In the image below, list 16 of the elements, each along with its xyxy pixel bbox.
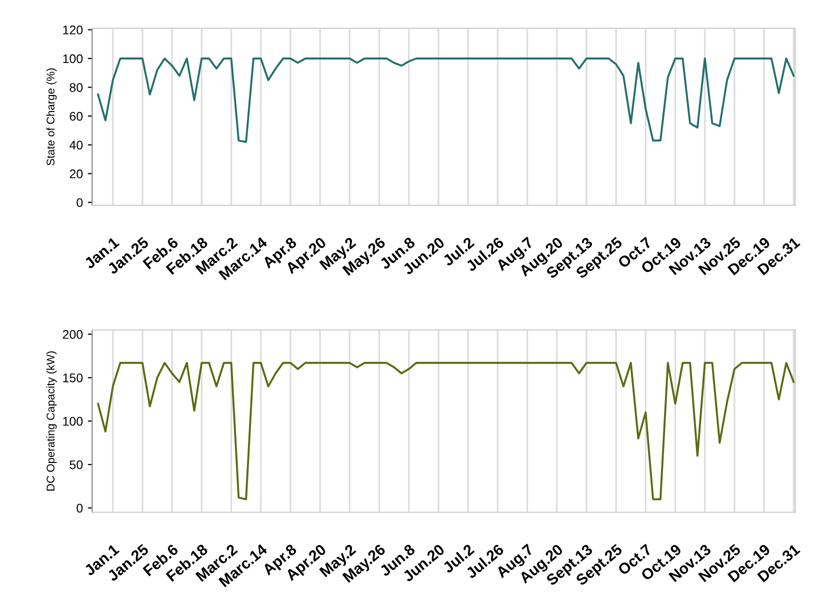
y-axis-title: DC Operating Capacity (kW) [46, 351, 57, 491]
y-tick-label: 0 [76, 198, 83, 208]
y-tick-label: 50 [70, 460, 83, 470]
y-axis-title: State of Charge (%) [46, 68, 57, 166]
y-tick-label: 80 [70, 83, 83, 92]
y-tick-label: 120 [63, 26, 83, 34]
y-tick-label: 60 [70, 112, 83, 121]
y-tick-label: 200 [62, 330, 83, 339]
line-series [97, 362, 795, 500]
y-tick-label: 100 [63, 416, 83, 426]
y-tick-label: 150 [63, 373, 83, 382]
y-tick-label: 40 [69, 140, 83, 150]
line-series [97, 58, 795, 143]
y-tick-label: 20 [70, 169, 83, 178]
y-tick-label: 100 [63, 54, 83, 64]
y-tick-label: 0 [76, 504, 83, 513]
